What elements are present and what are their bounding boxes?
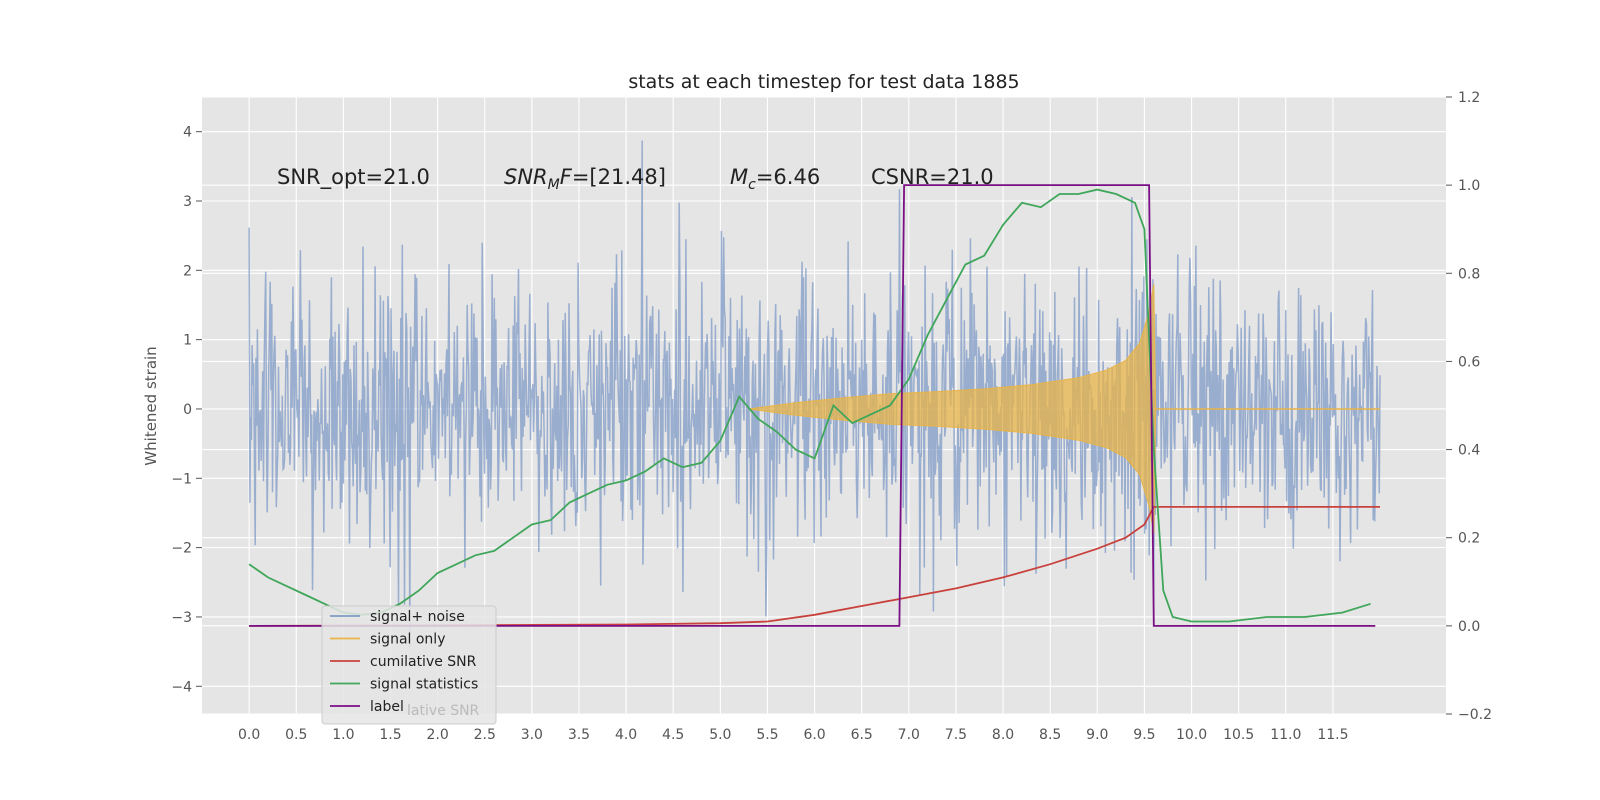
series-signal-noise: [248, 140, 1381, 648]
label-line: [249, 184, 1376, 627]
annotations: SNR_opt=21.0 SNRMF=[21.48] Mc=6.46 CSNR=…: [277, 165, 994, 193]
x-tick-label: 6.5: [851, 727, 873, 743]
x-axis: 0.0 0.5 1.0 1.5 2.0 2.5 3.0 3.5 4.0 4.5 5.0 5.5 6.0 6…: [238, 727, 1349, 743]
x-tick-label: 11.5: [1317, 727, 1348, 743]
y-tick-label: −3: [171, 610, 192, 626]
annotation-mc-value: =6.46: [756, 165, 820, 189]
legend-signal-statistics-text: signal statistics: [370, 677, 478, 693]
x-tick-label: 4.0: [615, 727, 637, 743]
y-tick-label: −1: [171, 471, 192, 487]
annotation-snr-mf: SNRMF=[21.48]: [504, 165, 666, 193]
y2-tick-label: 0.0: [1458, 619, 1480, 635]
annotation-csnr: CSNR=21.0: [871, 165, 994, 189]
y-tick-label: 0: [183, 402, 192, 418]
x-tick-label: 7.5: [945, 727, 967, 743]
x-tick-label: 3.5: [568, 727, 590, 743]
annotation-snr-mf-sub: M: [548, 177, 560, 193]
x-tick-label: 1.5: [379, 727, 401, 743]
x-tick-label: 6.0: [803, 727, 825, 743]
legend-box: [321, 605, 497, 725]
annotation-mc-main: M: [730, 165, 748, 189]
y2-tick-label: 0.2: [1458, 531, 1480, 547]
x-tick-label: 0.5: [285, 727, 307, 743]
y-tick-label: 2: [183, 263, 192, 279]
series-lines: [248, 184, 1380, 627]
y-axis-label: Whitened strain: [142, 346, 160, 465]
legend-ghost-text: lative SNR: [407, 703, 480, 719]
y2-tick-label: −0.2: [1458, 707, 1492, 723]
y2-tick-label: 0.6: [1458, 354, 1480, 370]
x-tick-label: 1.0: [332, 727, 354, 743]
y2-tick-label: 1.2: [1458, 90, 1480, 106]
x-tick-label: 9.5: [1133, 727, 1155, 743]
annotation-snr-mf-main: SNR: [504, 165, 548, 189]
y-tick-label: 3: [183, 194, 192, 210]
y-tick-label: 4: [183, 125, 192, 141]
legend-signal-noise-text: signal+ noise: [370, 609, 465, 625]
legend-cumulative-snr-text: cumilative SNR: [370, 654, 477, 670]
annotation-snr-mf-italic: F: [560, 165, 573, 189]
y-axis-right: 1.2 1.0 0.8 0.6 0.4 0.2 0.0 −0.2: [1446, 90, 1492, 723]
x-tick-label: 4.5: [662, 727, 684, 743]
x-tick-label: 9.0: [1086, 727, 1108, 743]
y2-tick-label: 1.0: [1458, 178, 1480, 194]
annotation-mc-sub: c: [748, 177, 756, 193]
legend-label-text: label: [370, 699, 404, 715]
legend: signal+ noise signal only cumilative SNR si…: [321, 605, 497, 725]
x-tick-label: 0.0: [238, 727, 260, 743]
y2-tick-label: 0.4: [1458, 443, 1480, 459]
x-tick-label: 10.5: [1223, 727, 1254, 743]
x-tick-label: 2.0: [426, 727, 448, 743]
chart-title: stats at each timestep for test data 188…: [628, 71, 1019, 93]
x-tick-label: 11.0: [1270, 727, 1301, 743]
series-signal-only: [748, 284, 1381, 534]
x-tick-label: 2.5: [474, 727, 496, 743]
y-tick-label: −4: [171, 679, 192, 695]
signal-noise-line: [248, 140, 1381, 648]
x-tick-label: 3.0: [521, 727, 543, 743]
x-tick-label: 7.0: [898, 727, 920, 743]
signal-statistics-line: [248, 188, 1371, 623]
x-tick-label: 8.0: [992, 727, 1014, 743]
y-axis-left: 4 3 2 1 0 −1 −2 −3 −4: [171, 125, 202, 695]
y-tick-label: −2: [171, 541, 192, 557]
annotation-snr-opt: SNR_opt=21.0: [277, 165, 430, 190]
cumulative-snr-line: [249, 506, 1380, 627]
x-tick-label: 10.0: [1176, 727, 1207, 743]
y2-tick-label: 0.8: [1458, 266, 1480, 282]
legend-signal-only-text: signal only: [370, 632, 445, 648]
x-tick-label: 8.5: [1039, 727, 1061, 743]
signal-only-fill: [748, 284, 1157, 534]
annotation-mc: Mc=6.46: [730, 165, 820, 193]
x-tick-label: 5.0: [709, 727, 731, 743]
x-tick-label: 5.5: [756, 727, 778, 743]
annotation-snr-mf-value: =[21.48]: [572, 165, 666, 189]
y-tick-label: 1: [183, 333, 192, 349]
